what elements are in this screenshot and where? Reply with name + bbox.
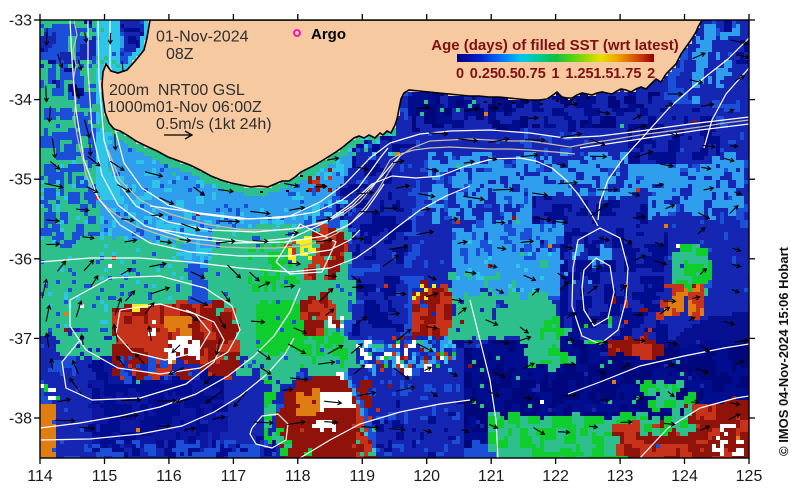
svg-text:0.75: 0.75: [518, 66, 546, 82]
svg-text:124: 124: [671, 468, 698, 485]
svg-text:1.25: 1.25: [565, 66, 593, 82]
svg-text:0: 0: [456, 66, 464, 82]
svg-text:118: 118: [285, 468, 311, 485]
svg-text:121: 121: [478, 468, 505, 485]
svg-text:Argo: Argo: [311, 26, 346, 43]
svg-text:114: 114: [27, 468, 53, 485]
svg-text:115: 115: [92, 468, 118, 485]
svg-text:01-Nov-2024: 01-Nov-2024: [156, 29, 249, 46]
svg-text:-33: -33: [9, 13, 32, 30]
svg-text:125: 125: [736, 468, 763, 485]
svg-text:0.5m/s (1kt 24h): 0.5m/s (1kt 24h): [156, 116, 272, 133]
svg-text:-38: -38: [9, 411, 32, 428]
svg-text:08Z: 08Z: [166, 46, 194, 63]
svg-text:1000m01-Nov 06:00Z: 1000m01-Nov 06:00Z: [107, 99, 262, 116]
svg-text:123: 123: [607, 468, 634, 485]
svg-text:200m NRT00 GSL: 200m NRT00 GSL: [109, 82, 245, 99]
svg-text:0.5: 0.5: [498, 66, 518, 82]
svg-text:120: 120: [413, 468, 440, 485]
svg-text:119: 119: [350, 468, 376, 485]
svg-text:1.5: 1.5: [593, 66, 613, 82]
svg-text:© IMOS 04-Nov-2024 15:06 Hobar: © IMOS 04-Nov-2024 15:06 Hobart: [776, 246, 791, 456]
svg-text:116: 116: [156, 468, 182, 485]
svg-text:1: 1: [552, 66, 560, 82]
svg-text:-35: -35: [9, 172, 32, 189]
svg-text:2: 2: [647, 66, 655, 82]
svg-text:Age (days) of filled SST (wrt: Age (days) of filled SST (wrt latest): [431, 37, 679, 54]
svg-text:-36: -36: [9, 251, 32, 268]
svg-text:1.75: 1.75: [613, 66, 641, 82]
svg-text:0.25: 0.25: [470, 66, 498, 82]
svg-text:-37: -37: [9, 331, 32, 348]
svg-text:122: 122: [542, 468, 569, 485]
svg-text:117: 117: [221, 468, 247, 485]
svg-text:-34: -34: [9, 92, 32, 109]
